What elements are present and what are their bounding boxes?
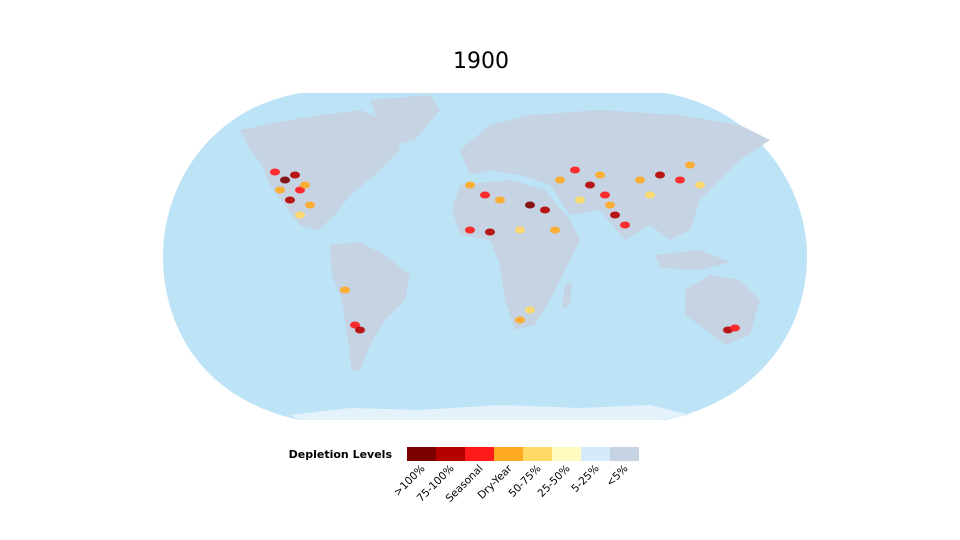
depletion-spot xyxy=(340,286,350,294)
depletion-spot xyxy=(685,161,695,169)
depletion-spot xyxy=(540,206,550,214)
legend-swatch xyxy=(581,447,610,461)
antarctica xyxy=(290,405,690,420)
depletion-spot xyxy=(295,186,305,194)
depletion-spot xyxy=(515,316,525,324)
depletion-spot xyxy=(515,226,525,234)
legend-label: 5-25% xyxy=(569,463,601,495)
depletion-spot xyxy=(300,181,310,189)
legend-label: <5% xyxy=(604,463,631,490)
legend-swatch xyxy=(465,447,494,461)
legend-title: Depletion Levels xyxy=(289,448,393,461)
legend-swatch xyxy=(407,447,436,461)
map-title: 1900 xyxy=(453,49,509,74)
legend: >100%75-100%SeasonalDry-Year50-75%25-50%… xyxy=(392,447,639,505)
depletion-spot xyxy=(645,191,655,199)
depletion-spot xyxy=(610,211,620,219)
depletion-spot xyxy=(350,321,360,329)
depletion-spot xyxy=(295,211,305,219)
depletion-spot xyxy=(675,176,685,184)
indonesia xyxy=(655,250,730,270)
legend-swatch xyxy=(494,447,523,461)
depletion-spot xyxy=(525,201,535,209)
depletion-spot xyxy=(635,176,645,184)
depletion-spot xyxy=(285,196,295,204)
africa xyxy=(452,180,580,330)
depletion-spot xyxy=(355,326,365,334)
depletion-spot xyxy=(480,191,490,199)
depletion-spot xyxy=(465,226,475,234)
depletion-spot xyxy=(495,196,505,204)
depletion-spot xyxy=(550,226,560,234)
madagascar xyxy=(562,282,572,308)
depletion-spot xyxy=(730,324,740,332)
depletion-spot xyxy=(305,201,315,209)
depletion-spot xyxy=(570,166,580,174)
depletion-spot xyxy=(605,201,615,209)
south-america xyxy=(330,242,410,372)
depletion-spot xyxy=(575,196,585,204)
north-america xyxy=(240,110,400,230)
depletion-spot xyxy=(290,171,300,179)
depletion-spot xyxy=(655,171,665,179)
depletion-spot xyxy=(280,176,290,184)
eurasia xyxy=(460,110,770,240)
legend-swatch xyxy=(552,447,581,461)
greenland xyxy=(370,95,440,145)
depletion-spot xyxy=(275,186,285,194)
world-map xyxy=(163,93,807,420)
legend-swatch xyxy=(610,447,639,461)
legend-label: 25-50% xyxy=(535,463,572,500)
depletion-spot xyxy=(525,306,535,314)
depletion-spot xyxy=(695,181,705,189)
legend-swatch xyxy=(523,447,552,461)
depletion-spot xyxy=(465,181,475,189)
depletion-spot xyxy=(595,171,605,179)
australia xyxy=(685,275,760,345)
depletion-spot xyxy=(270,168,280,176)
depletion-spot xyxy=(600,191,610,199)
legend-swatch xyxy=(436,447,465,461)
depletion-spot xyxy=(555,176,565,184)
depletion-spot xyxy=(620,221,630,229)
depletion-spot xyxy=(585,181,595,189)
depletion-spot xyxy=(485,228,495,236)
